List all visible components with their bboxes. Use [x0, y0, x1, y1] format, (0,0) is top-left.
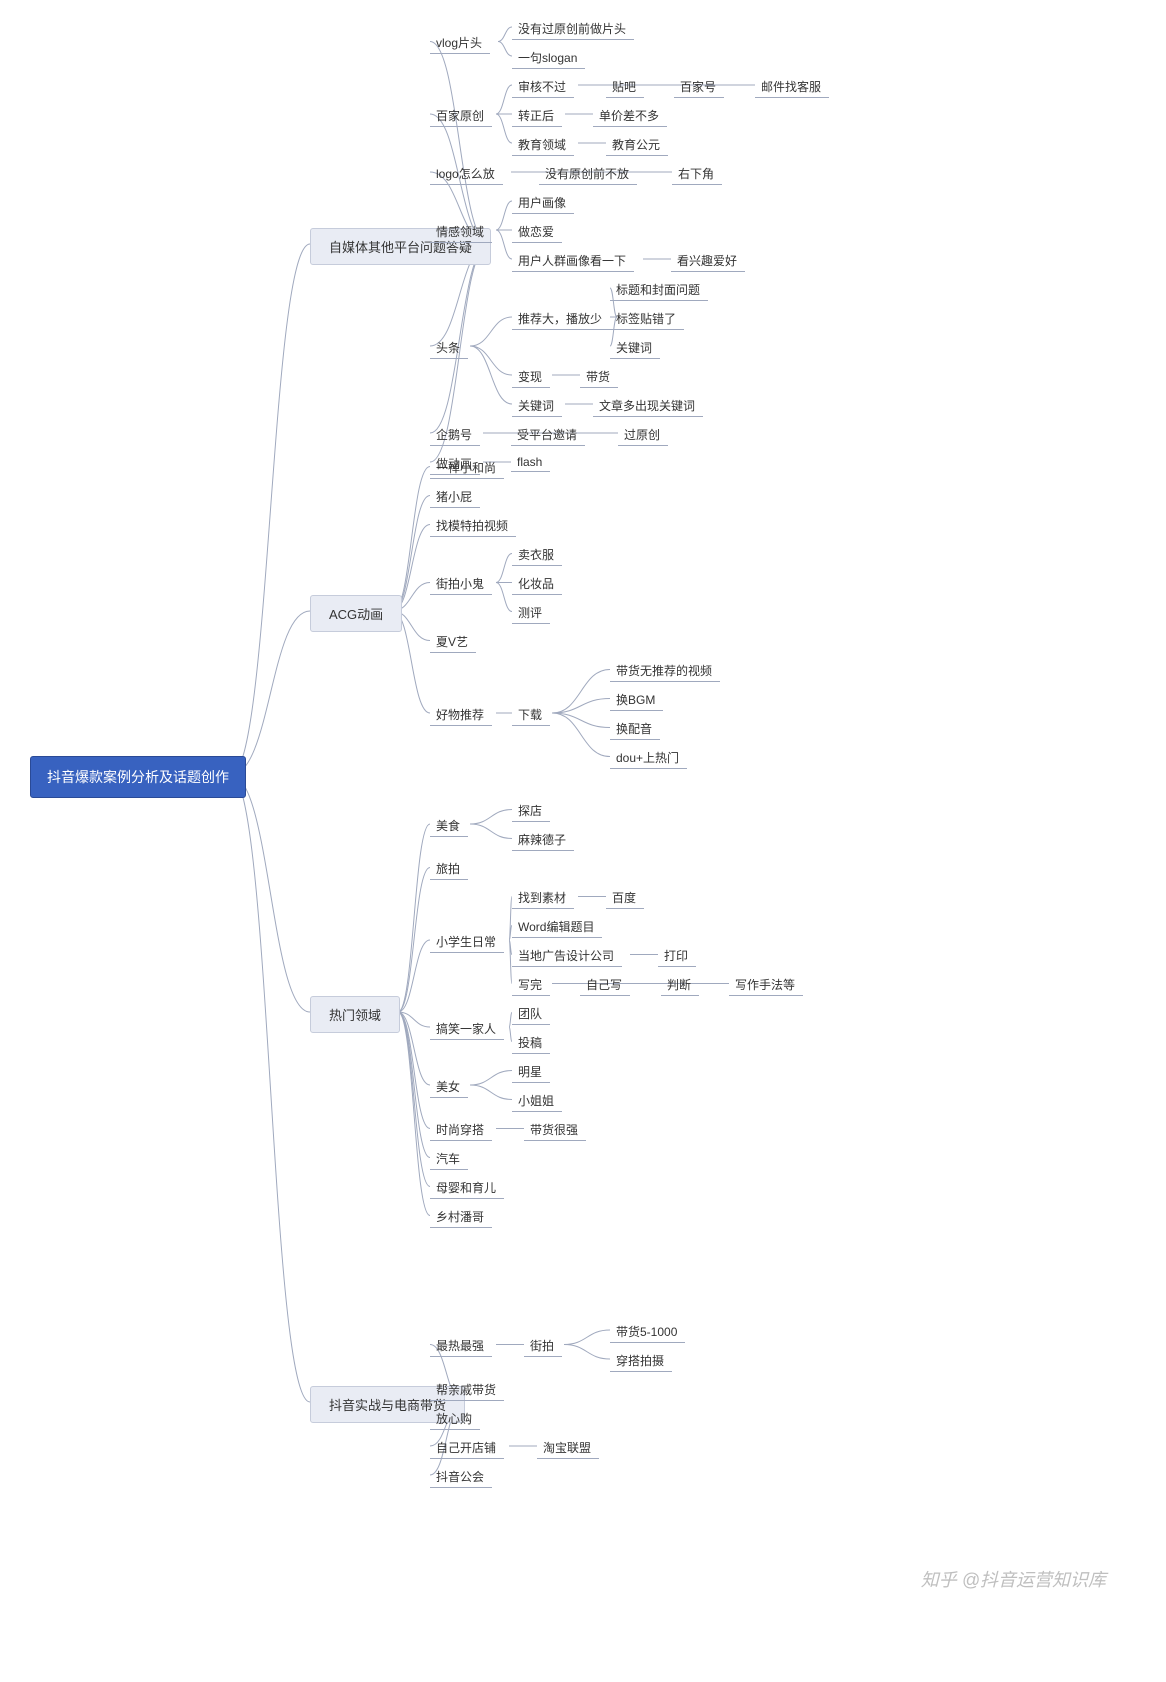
node: 小姐姐: [512, 1089, 562, 1112]
node: 单价差不多: [593, 104, 667, 127]
node: 用户人群画像看一下: [512, 249, 634, 272]
node: 企鹅号: [430, 423, 480, 446]
node: 麻辣德子: [512, 828, 574, 851]
node: 写完: [512, 973, 550, 996]
node: 没有过原创前做片头: [512, 17, 634, 40]
node: 标签贴错了: [610, 307, 684, 330]
node: 下载: [512, 703, 550, 726]
node: 探店: [512, 799, 550, 822]
node: 没有原创前不放: [539, 162, 637, 185]
node: 抖音公会: [430, 1465, 492, 1488]
node: 标题和封面问题: [610, 278, 708, 301]
node: 转正后: [512, 104, 562, 127]
node: 团队: [512, 1002, 550, 1025]
node: 关键词: [512, 394, 562, 417]
node: Word编辑题目: [512, 915, 602, 938]
node: 投稿: [512, 1031, 550, 1054]
node: 判断: [661, 973, 699, 996]
node: 百家原创: [430, 104, 492, 127]
node: 带货无推荐的视频: [610, 659, 720, 682]
branch-node: ACG动画: [310, 595, 402, 632]
node: 美食: [430, 814, 468, 837]
node: logo怎么放: [430, 162, 503, 185]
node: 换配音: [610, 717, 660, 740]
node: 美女: [430, 1075, 468, 1098]
node: 带货很强: [524, 1118, 586, 1141]
node: 过原创: [618, 423, 668, 446]
node: 一禅小和尚: [430, 456, 504, 479]
node: 打印: [658, 944, 696, 967]
node: 最热最强: [430, 1334, 492, 1357]
node: 文章多出现关键词: [593, 394, 703, 417]
node: 贴吧: [606, 75, 644, 98]
watermark: 知乎 @抖音运营知识库: [921, 1566, 1106, 1592]
node: 小学生日常: [430, 930, 504, 953]
node: 审核不过: [512, 75, 574, 98]
node: 夏V艺: [430, 630, 476, 653]
node: 百家号: [674, 75, 724, 98]
node: 穿搭拍摄: [610, 1349, 672, 1372]
node: 推荐大，播放少: [512, 307, 610, 330]
branch-node: 热门领域: [310, 996, 400, 1033]
node: 变现: [512, 365, 550, 388]
node: dou+上热门: [610, 746, 687, 769]
node: 化妆品: [512, 572, 562, 595]
node: 明星: [512, 1060, 550, 1083]
node: 邮件找客服: [755, 75, 829, 98]
node: 带货5-1000: [610, 1320, 685, 1343]
node: 猪小屁: [430, 485, 480, 508]
node: 母婴和育儿: [430, 1176, 504, 1199]
root-node: 抖音爆款案例分析及话题创作: [30, 756, 246, 798]
node: 帮亲戚带货: [430, 1378, 504, 1401]
node: 教育公元: [606, 133, 668, 156]
node: 百度: [606, 886, 644, 909]
node: 当地广告设计公司: [512, 944, 622, 967]
node: 自己开店铺: [430, 1436, 504, 1459]
node: 看兴趣爱好: [671, 249, 745, 272]
node: 找模特拍视频: [430, 514, 516, 537]
node: 头条: [430, 336, 468, 359]
node: 换BGM: [610, 688, 663, 711]
node: 淘宝联盟: [537, 1436, 599, 1459]
node: 关键词: [610, 336, 660, 359]
node: 写作手法等: [729, 973, 803, 996]
node: 卖衣服: [512, 543, 562, 566]
node: 带货: [580, 365, 618, 388]
node: vlog片头: [430, 31, 490, 54]
node: 乡村潘哥: [430, 1205, 492, 1228]
node: 街拍小鬼: [430, 572, 492, 595]
node: flash: [511, 452, 550, 472]
node: 时尚穿搭: [430, 1118, 492, 1141]
node: 旅拍: [430, 857, 468, 880]
node: 放心购: [430, 1407, 480, 1430]
node: 受平台邀请: [511, 423, 585, 446]
node: 街拍: [524, 1334, 562, 1357]
node: 好物推荐: [430, 703, 492, 726]
mindmap-canvas: 知乎 @抖音运营知识库 抖音爆款案例分析及话题创作自媒体其他平台问题答疑vlog…: [0, 0, 1166, 1682]
node: 汽车: [430, 1147, 468, 1170]
node: 右下角: [672, 162, 722, 185]
node: 教育领域: [512, 133, 574, 156]
node: 自己写: [580, 973, 630, 996]
node: 找到素材: [512, 886, 574, 909]
node: 搞笑一家人: [430, 1017, 504, 1040]
node: 测评: [512, 601, 550, 624]
node: 情感领域: [430, 220, 492, 243]
node: 用户画像: [512, 191, 574, 214]
node: 一句slogan: [512, 46, 585, 69]
node: 做恋爱: [512, 220, 562, 243]
